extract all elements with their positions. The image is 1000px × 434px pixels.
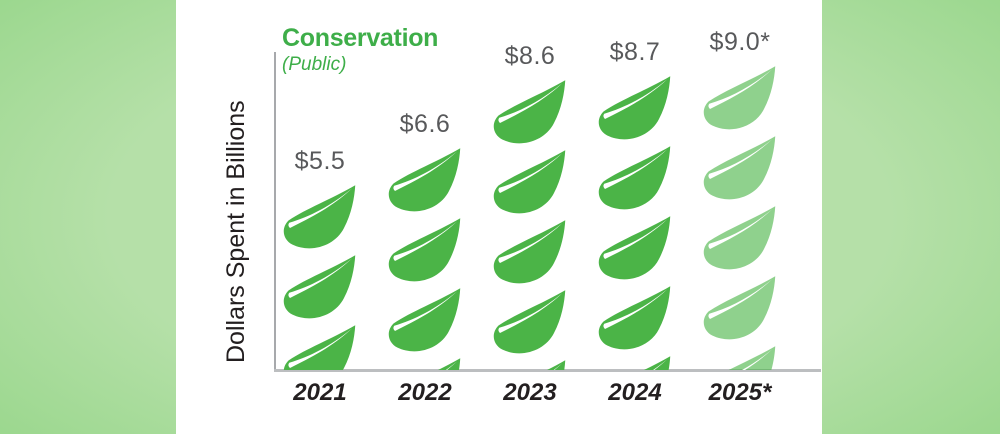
leaf-stack — [597, 74, 673, 370]
chart-panel: Conservation (Public) Dollars Spent in B… — [176, 0, 822, 434]
category-label: 2024 — [608, 379, 662, 406]
value-label: $9.0* — [709, 28, 771, 56]
leaf-icon — [388, 288, 461, 352]
chart-subtitle: (Public) — [282, 54, 347, 75]
category-label: 2021 — [293, 379, 347, 406]
value-label: $8.7 — [609, 38, 661, 66]
leaf-stack — [492, 78, 568, 370]
leaf-icon — [547, 360, 566, 370]
leaf-icon — [388, 148, 461, 212]
leaf-icon — [598, 216, 671, 280]
leaf-icon — [703, 66, 776, 130]
chart-title: Conservation — [282, 24, 439, 52]
leaf-icon — [283, 185, 356, 249]
leaf-icon — [644, 356, 671, 370]
leaf-icon — [493, 220, 566, 284]
value-label: $6.6 — [399, 110, 451, 138]
category-label: 2023 — [503, 379, 557, 406]
leaf-icon — [598, 286, 671, 350]
y-axis-line — [274, 52, 276, 372]
leaf-icon — [493, 290, 566, 354]
leaf-icon — [283, 325, 356, 370]
leaf-stack — [387, 146, 463, 370]
x-axis-line — [274, 369, 821, 372]
leaf-stack — [702, 64, 778, 370]
category-label: 2022 — [398, 379, 452, 406]
leaf-icon — [703, 206, 776, 270]
leaf-icon — [283, 255, 356, 319]
value-label: $5.5 — [294, 147, 346, 175]
leaf-icon — [703, 276, 776, 340]
leaf-icon — [493, 150, 566, 214]
leaf-icon — [598, 146, 671, 210]
category-label: 2025* — [708, 379, 772, 406]
leaf-icon — [703, 136, 776, 200]
leaf-icon — [438, 358, 461, 370]
y-axis-label: Dollars Spent in Billions — [222, 100, 250, 364]
leaf-icon — [598, 76, 671, 140]
value-label: $8.6 — [504, 42, 556, 70]
leaf-icon — [388, 218, 461, 282]
leaf-icon — [728, 346, 776, 370]
leaf-columns: $5.5 2021 $6.6 2022 $8.6 2023 $8.7 2024 $9.0* 202… — [275, 0, 822, 406]
leaf-stack — [282, 183, 358, 370]
leaf-icon — [493, 80, 566, 144]
